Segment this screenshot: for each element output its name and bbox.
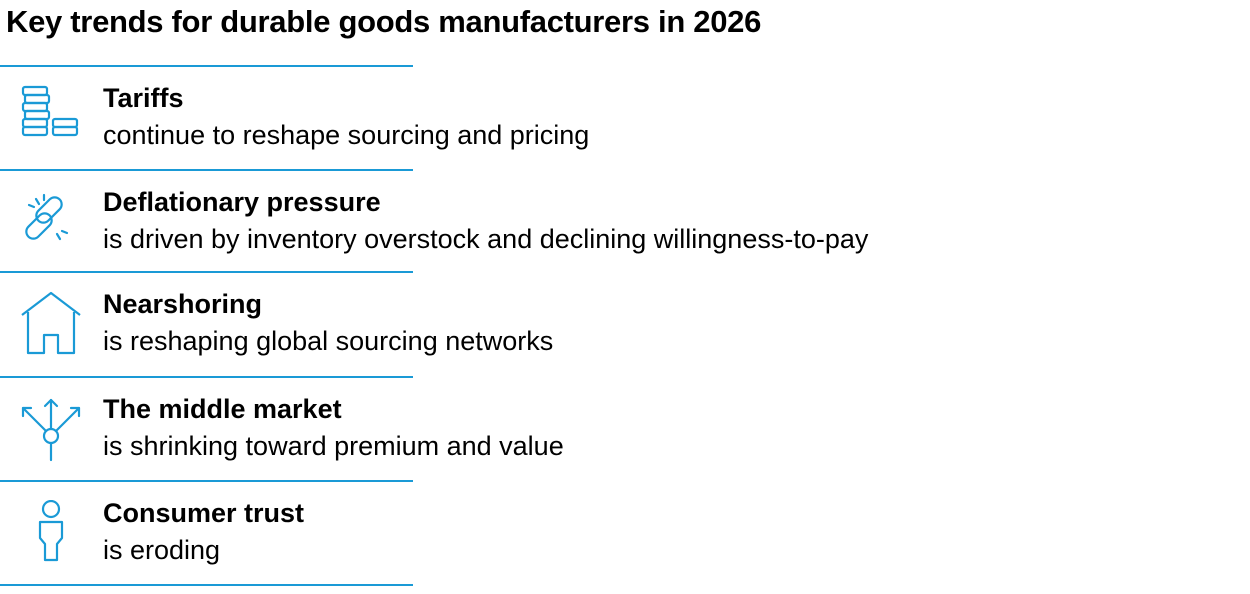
trend-item-consumer-trust: Consumer trust is eroding <box>0 482 1250 586</box>
divider <box>0 584 413 586</box>
person-icon <box>20 500 82 568</box>
trend-description: is shrinking toward premium and value <box>103 431 564 461</box>
coin-stacks-icon <box>20 85 82 153</box>
divider <box>0 169 413 171</box>
trend-heading: Nearshoring <box>103 289 263 319</box>
divider <box>0 376 413 378</box>
trend-item-middle-market: The middle market is shrinking toward pr… <box>0 378 1250 482</box>
page-title: Key trends for durable goods manufacture… <box>6 4 762 39</box>
divider <box>0 271 413 273</box>
divider <box>0 65 413 67</box>
trend-item-tariffs: Tariffs continue to reshape sourcing and… <box>0 67 1250 171</box>
trend-description: continue to reshape sourcing and pricing <box>103 120 590 150</box>
trend-description: is reshaping global sourcing networks <box>103 326 554 356</box>
trend-item-deflationary-pressure: Deflationary pressure is driven by inven… <box>0 171 1250 275</box>
trend-heading: Deflationary pressure <box>103 187 381 217</box>
trend-description: is driven by inventory overstock and dec… <box>103 224 869 254</box>
divider <box>0 480 413 482</box>
broken-link-icon <box>20 189 82 257</box>
trend-item-nearshoring: Nearshoring is reshaping global sourcing… <box>0 273 1250 377</box>
house-icon <box>20 291 82 359</box>
trend-heading: Consumer trust <box>103 498 305 528</box>
trend-heading: Tariffs <box>103 83 184 113</box>
trend-description: is eroding <box>103 535 221 565</box>
trend-heading: The middle market <box>103 394 342 424</box>
diverging-arrows-icon <box>20 396 82 464</box>
